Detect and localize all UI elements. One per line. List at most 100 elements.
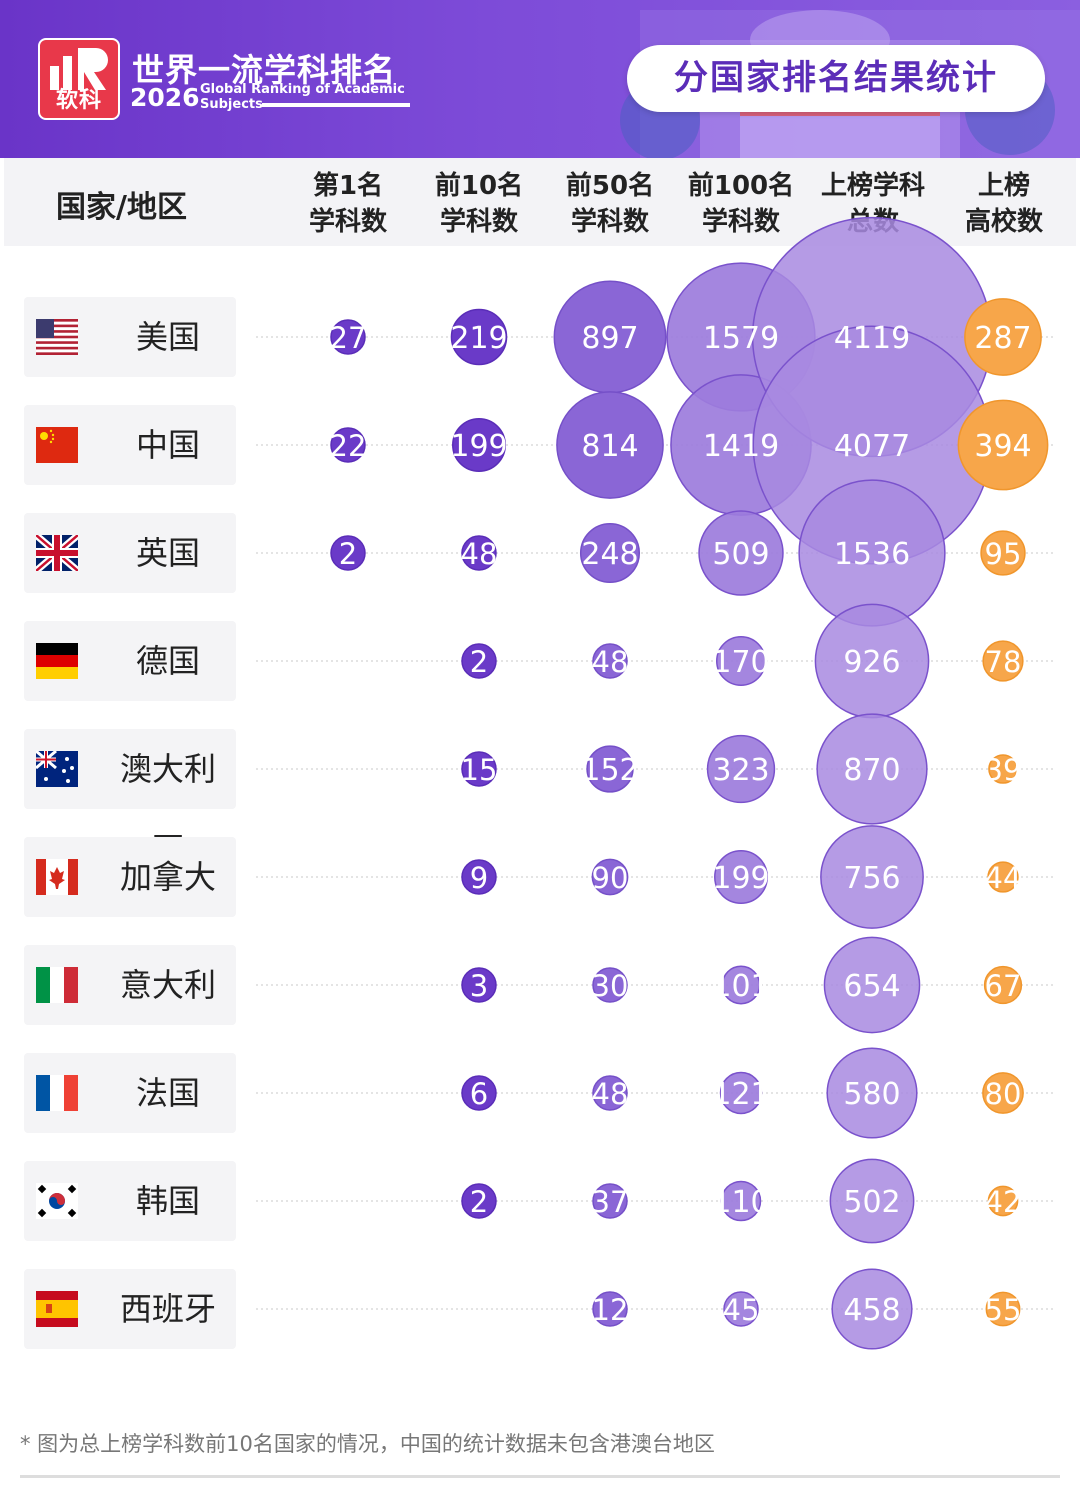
value-label-first-place: 27: [330, 321, 367, 355]
header-banner: 软科 世界一流学科排名 2026 Global Ranking of Acade…: [0, 0, 1080, 158]
country-name: 中国: [135, 426, 200, 464]
country-label-box: 意大利: [24, 945, 236, 1025]
column-header-universities: 上榜 高校数: [939, 168, 1069, 240]
column-header-line1: 上榜学科: [820, 171, 925, 201]
bubble-top10: [450, 308, 508, 366]
logo-text: 软科: [55, 88, 102, 113]
country-name: 德国: [135, 642, 200, 680]
column-header-top10: 前10名 学科数: [414, 168, 544, 240]
bottom-divider: [20, 1475, 1060, 1478]
brand-english-line1: Global Ranking of Academic: [200, 82, 405, 97]
bubble-top100: [698, 510, 784, 596]
value-label-universities: 44: [985, 861, 1022, 895]
value-label-top100: 45: [723, 1293, 760, 1327]
france-flag-icon: [36, 1075, 78, 1111]
value-label-total-subjects: 458: [843, 1293, 900, 1328]
bubble-top50: [579, 522, 641, 584]
column-header-line2: 高校数: [964, 207, 1043, 237]
italy-flag-icon: [36, 967, 78, 1003]
bubble-universities: [982, 640, 1024, 682]
bubble-universities: [983, 965, 1023, 1005]
usa-flag-icon: [36, 319, 78, 355]
column-header-line2: 学科数: [308, 207, 387, 237]
page-title: 分国家排名结果统计: [627, 45, 1045, 112]
bubble-top10: [461, 1183, 497, 1219]
bubble-top50: [592, 643, 628, 679]
bubble-top100: [715, 635, 767, 687]
bubble-universities: [980, 530, 1026, 576]
bubble-universities: [964, 298, 1042, 376]
value-label-total-subjects: 654: [843, 969, 900, 1004]
bubble-top10: [461, 535, 497, 571]
column-header-line1: 前50名: [565, 171, 655, 201]
column-header-line1: 前100名: [687, 171, 795, 201]
value-label-total-subjects: 4077: [834, 429, 910, 464]
value-label-top50: 48: [592, 645, 629, 679]
bubble-top100: [706, 734, 776, 804]
value-label-top50: 152: [581, 753, 638, 788]
country-label-box: 西班牙: [24, 1269, 236, 1349]
spain-flag-icon: [36, 1291, 78, 1327]
value-label-top10: 9: [470, 861, 488, 895]
column-header-line1: 前10名: [434, 171, 524, 201]
bubble-universities: [957, 399, 1049, 491]
column-header-line2: 学科数: [439, 207, 518, 237]
bubble-total-subjects: [816, 713, 928, 825]
bubble-top50: [591, 858, 629, 896]
country-name: 英国: [135, 534, 200, 572]
bubble-top50: [556, 391, 664, 499]
bubble-total-subjects: [831, 1268, 913, 1350]
column-header-first-place: 第1名 学科数: [283, 168, 413, 240]
bubble-top10: [461, 859, 497, 895]
country-label-box: 韩国: [24, 1161, 236, 1241]
bubble-total-subjects: [820, 825, 924, 929]
value-label-top100: 199: [712, 861, 769, 896]
value-label-universities: 42: [985, 1185, 1022, 1219]
column-header-line1: 第1名: [312, 171, 384, 201]
bubble-universities: [987, 1185, 1019, 1217]
bubble-top50: [592, 1291, 628, 1327]
value-label-top10: 2: [470, 645, 488, 679]
column-header-line1: 上榜: [977, 171, 1030, 201]
country-name: 加拿大: [119, 858, 216, 896]
bubble-top50: [592, 1183, 628, 1219]
country-name: 西班牙: [119, 1290, 216, 1328]
column-header-line2: 学科数: [701, 207, 780, 237]
brand-english-line2: Subjects: [200, 97, 263, 112]
country-label-box: 美国: [24, 297, 236, 377]
value-label-universities: 95: [985, 537, 1022, 571]
bubble-universities: [987, 861, 1019, 893]
value-label-top100: 509: [712, 537, 769, 572]
country-name: 美国: [135, 318, 200, 356]
value-label-top100: 1419: [703, 429, 779, 464]
value-label-top100: 1579: [703, 321, 779, 356]
footnote: * 图为总上榜学科数前10名国家的情况，中国的统计数据未包含港澳台地区: [20, 1432, 715, 1456]
country-name: 韩国: [135, 1182, 200, 1220]
shanghai-ranking-logo: 软科: [38, 38, 120, 120]
value-label-top10: 2: [470, 1185, 488, 1219]
value-label-top100: 101: [712, 969, 769, 1004]
country-label-box: 加拿大: [24, 837, 236, 917]
value-label-universities: 287: [974, 321, 1031, 356]
column-header-line2: 学科数: [570, 207, 649, 237]
value-label-top100: 110: [712, 1185, 769, 1220]
country-label-box: 德国: [24, 621, 236, 701]
bubble-top50: [592, 1075, 628, 1111]
value-label-total-subjects: 1536: [834, 537, 910, 572]
country-label-box: 英国: [24, 513, 236, 593]
country-name: 法国: [135, 1074, 200, 1112]
value-label-total-subjects: 756: [843, 861, 900, 896]
value-label-total-subjects: 4119: [834, 321, 910, 356]
bubble-top10: [461, 1075, 497, 1111]
bubble-universities: [988, 754, 1018, 784]
value-label-top50: 248: [581, 537, 638, 572]
value-label-total-subjects: 870: [843, 753, 900, 788]
canada-flag-icon: [36, 859, 78, 895]
germany-flag-icon: [36, 643, 78, 679]
value-label-first-place: 22: [330, 429, 367, 463]
value-label-top100: 170: [712, 645, 769, 680]
country-label-box: 中国: [24, 405, 236, 485]
logo-bars-icon: [50, 48, 108, 90]
bubble-top50: [592, 967, 628, 1003]
